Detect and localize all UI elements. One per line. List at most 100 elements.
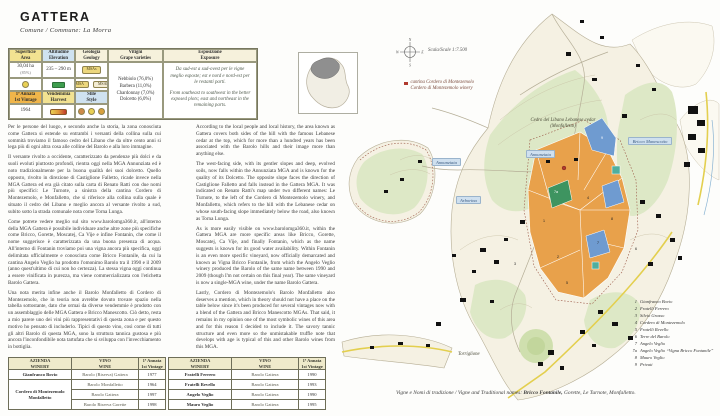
exposure-text-it: Da sud-est a sud-ovest per le vigne megl…	[170, 67, 250, 86]
geology-code-icon: MSAs	[81, 66, 102, 74]
winery-list-item: 1 Gianfranco Bovio	[628, 299, 716, 304]
area-hectares: 30,04 ha	[17, 64, 34, 70]
style-dot-icon	[88, 108, 95, 115]
grape-line: Barbera (11,0%)	[119, 83, 152, 89]
parcel-marker: 8	[611, 217, 613, 221]
geology-badge-pair: MSA MSAl	[75, 78, 108, 91]
header-esposizione: Esposizione Exposure	[163, 49, 257, 62]
winery-list-item: 7a Angelo Veglio “Vigna Bricco Fontanile”	[628, 348, 716, 353]
winery-name: Silvio Grasso	[640, 312, 665, 318]
paragraph-en: According to the local people and local …	[196, 124, 335, 158]
elevation-value: 235 – 290 m	[42, 62, 75, 78]
wine-cell: Barolo Gattera	[231, 369, 299, 380]
vintage-cell: 1964	[138, 379, 166, 390]
exposure-cell: Da sud-est a sud-ovest per le vigne megl…	[163, 62, 257, 119]
map-caption-prefix: Vigne e Nomi di tradizione / Vigne and T…	[396, 390, 523, 396]
header-vendemmia-en: Harvest	[50, 97, 67, 103]
area-dot-icon	[22, 81, 29, 88]
col-header-annata-it: 1ª Annata	[302, 358, 322, 364]
paragraph-it: Il versante rivolto a occidente, caratte…	[8, 154, 161, 215]
geology-badge-wide: MSAs	[75, 62, 108, 78]
commune-subtitle: Comune / Commune: La Morra	[20, 27, 112, 34]
style-dots-cell	[75, 104, 108, 119]
col-header-annata-en: 1st Vintage	[141, 363, 163, 369]
winery-dot-icon	[404, 81, 408, 85]
header-geologia: Geologia Geology	[75, 49, 108, 62]
winery-name: Fratelli Revello	[640, 326, 669, 332]
map-label-annunziata: Annunziata	[432, 158, 461, 167]
wine-cell: Barolo Gattera	[71, 389, 139, 400]
winery-cell: Cordero di Montezemolo Monfalletto	[8, 379, 72, 410]
header-vendemmia: Vendemmia Harvest	[42, 91, 75, 104]
winery-list-item: 7 Angelo Veglio	[628, 341, 716, 346]
col-header-annata: 1ª Annata 1st Vintage	[138, 357, 166, 370]
header-vitigni-it: Vitigni	[128, 49, 143, 55]
col-header-azienda-en: WINERY	[190, 363, 210, 369]
header-stile-it: Stile	[87, 91, 96, 97]
area-value: 30,04 ha (85%)	[9, 62, 42, 78]
grape-line: Chardonnay (7,0%)	[116, 90, 155, 96]
parcel-marker: 4	[587, 196, 589, 200]
region-inset-map	[298, 52, 358, 114]
col-header-vino-it: VINO	[99, 358, 111, 364]
winery-number: 2	[634, 305, 637, 311]
table-row: Cordero di Montezemolo Monfalletto Barol…	[8, 379, 166, 410]
geology-code-icon: MSA	[76, 80, 89, 89]
winery-list-item: 2 Fratelli Ferrero	[628, 306, 716, 311]
winery-number: 6	[634, 333, 637, 339]
wine-cell: Barolo (Riserva) Gattera	[71, 369, 139, 380]
winery-name: Mauro Veglio	[640, 354, 665, 360]
table-row: Fratelli Revello Barolo Gattera 1993	[168, 379, 326, 390]
paragraph-it: Una nota merita infine anche il Barolo M…	[8, 289, 161, 351]
map-label-cedro-del-libano: Cedro del Libano Lebanese cedar (Monfall…	[530, 118, 596, 129]
winery-number: 1	[634, 299, 637, 304]
col-header-azienda-it: AZIENDA	[189, 358, 211, 364]
header-esposizione-it: Esposizione	[198, 49, 222, 55]
map-caption: Vigne e Nomi di tradizione / Vigne and T…	[396, 390, 706, 396]
parcel-blue-low	[585, 229, 611, 259]
col-header-vino-en: WINE	[258, 363, 272, 369]
paragraph-it: Per le persone del luogo, e secondo anch…	[8, 124, 161, 151]
geology-code-icon: MSAl	[92, 80, 107, 89]
vintage-cell: 1977	[138, 369, 166, 380]
first-vintage-value: 1964	[9, 104, 42, 119]
col-header-azienda-it: AZIENDA	[29, 358, 51, 364]
col-header-azienda: AZIENDA WINERY	[168, 357, 232, 370]
col-header-azienda-en: WINERY	[30, 363, 50, 369]
table-row: Angelo Veglio Barolo Gattera 1990	[168, 389, 326, 400]
article-column-italian: Per le persone del luogo, e secondo anch…	[8, 124, 161, 354]
parcel-blue-mid	[601, 179, 625, 209]
winery-cell: Mauro Veglio	[168, 399, 232, 410]
table-row: Fratelli Ferrero Barolo Gattera 1990	[168, 369, 326, 380]
wine-cell: Barolo Monfalletto	[71, 379, 139, 390]
parcel-marker: 6	[635, 247, 637, 251]
header-vitigni-en: Grape varieties	[120, 55, 151, 61]
header-vitigni: Vitigni Grape varieties	[108, 49, 163, 62]
winery-name: Gianfranco Bovio	[640, 299, 673, 304]
header-annata-it: 1ª Annata	[15, 91, 36, 97]
winery-legend-it: cantina Cordero di Montezemolo	[410, 80, 474, 85]
table-row: Barolo Riserva Gorette 1998	[9, 399, 166, 410]
elevation-range: 235 – 290 m	[46, 66, 71, 72]
header-stile: Stile Style	[75, 91, 108, 104]
parcel-marker: 2	[557, 255, 559, 259]
winery-name: Terre del Barolo	[640, 333, 670, 339]
area-percent: (85%)	[20, 70, 31, 76]
paragraph-en: The west-facing side, with its gentler s…	[196, 161, 335, 222]
elevation-icon-cell	[42, 78, 75, 91]
header-vendemmia-it: Vendemmia	[46, 91, 71, 97]
vintage-cell: 1990	[298, 389, 326, 400]
map-label-arborina: Arborina	[456, 196, 481, 205]
header-annata: 1ª Annata 1st Vintage	[9, 91, 42, 104]
header-superficie: Superficie Area	[9, 49, 42, 62]
compass-w: W	[396, 50, 400, 54]
table-row: Mauro Veglio Barolo Gattera 1995	[168, 399, 326, 410]
producers-table-right: AZIENDA WINERY VINO WINE 1ª Annata 1st V…	[168, 357, 326, 410]
producers-table-left: AZIENDA WINERY VINO WINE 1ª Annata 1st V…	[8, 357, 166, 410]
grape-varieties-cell: Nebbiolo (76,0%) Barbera (11,0%) Chardon…	[108, 62, 163, 119]
wine-cell: Barolo Gattera	[231, 379, 299, 390]
map-scale: Scala/Scale 1:7.500	[428, 48, 468, 53]
wine-cell: Barolo Gattera	[231, 389, 299, 400]
map-label-torriglione: Torriglione	[458, 352, 480, 357]
winery-name: Cordero di Montezemolo	[640, 319, 685, 325]
